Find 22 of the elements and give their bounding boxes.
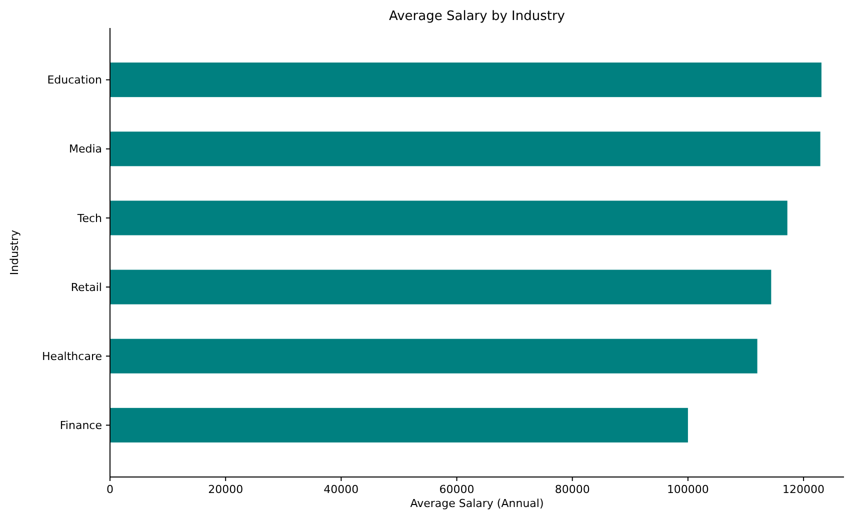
y-tick-label: Tech [76,212,102,225]
bar [110,62,822,98]
x-tick-label: 80000 [554,483,590,496]
x-tick-label: 100000 [666,483,709,496]
bar [110,200,788,236]
x-axis-title: Average Salary (Annual) [410,497,544,510]
x-tick-label: 40000 [324,483,359,496]
bar [110,132,820,166]
y-tick-label: Finance [60,419,102,432]
chart-title: Average Salary by Industry [388,9,566,24]
y-tick-label: Healthcare [42,350,102,363]
bar [110,338,758,374]
x-tick-label: 60000 [439,483,474,496]
x-tick-label: 120000 [782,483,825,496]
x-tick-label: 0 [106,483,114,496]
y-tick-label: Media [68,142,102,156]
y-tick-label: Education [47,74,102,87]
bar [110,270,772,304]
x-tick-label: 20000 [208,483,244,496]
bar [110,408,688,442]
y-tick-label: Retail [70,280,102,294]
y-axis-title: Industry [8,229,21,276]
